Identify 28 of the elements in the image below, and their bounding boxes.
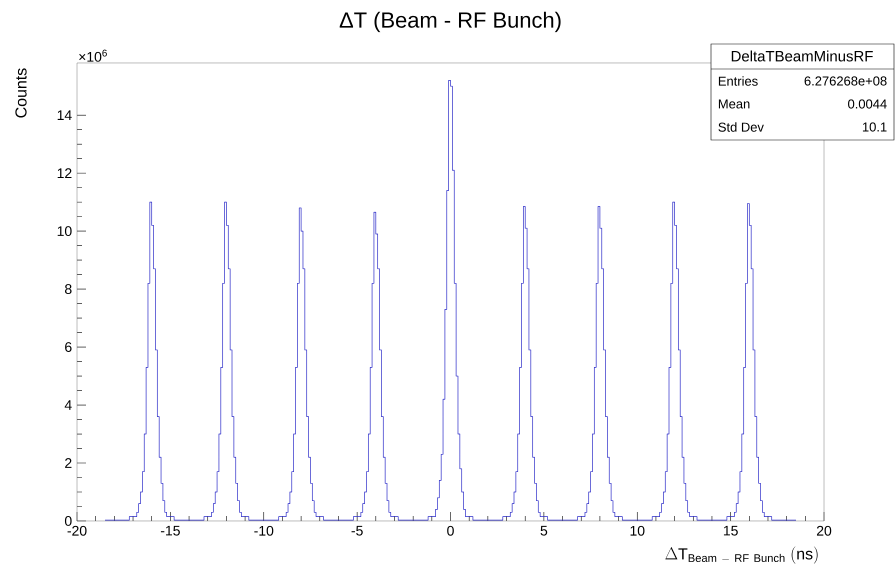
annotation: Std Dev bbox=[718, 122, 764, 132]
y-axis-title: Counts bbox=[15, 68, 27, 118]
y-tick-label: 0 bbox=[64, 516, 72, 526]
annotation: Mean bbox=[718, 99, 750, 109]
y-tick-label: 4 bbox=[64, 400, 72, 410]
x-tick-label: 0 bbox=[447, 526, 454, 536]
x-axis-title: $\Delta \mathrm{T}_{\mathrm{Beam\ -\ RF\ Bunch}}\ (\mathrm{ns})$ bbox=[665, 546, 818, 564]
x-tick-label: -20 bbox=[68, 526, 87, 536]
y-tick-label: 12 bbox=[58, 168, 72, 178]
x-tick-label: -15 bbox=[160, 526, 180, 536]
y-tick-label: 8 bbox=[65, 284, 72, 294]
x-tick-label: -10 bbox=[254, 526, 274, 536]
text: DeltaTBeamMinusRF bbox=[732, 50, 873, 62]
y-tick-label: 6 bbox=[65, 342, 72, 352]
text: 10.1 bbox=[862, 122, 887, 132]
y-tick-label: 10 bbox=[58, 226, 72, 236]
x-tick-label: 15 bbox=[724, 526, 738, 536]
x-tick-label: 5 bbox=[540, 526, 548, 536]
x-tick-label: -5 bbox=[352, 526, 363, 536]
chart-title: ΔT (Beam - RF Bunch) bbox=[340, 12, 561, 32]
y-tick-label: 14 bbox=[58, 110, 72, 120]
text: 0.0044 bbox=[848, 99, 887, 109]
x-tick-label: 10 bbox=[630, 526, 644, 536]
y-tick-label: 2 bbox=[65, 458, 72, 468]
annotation: Entries bbox=[718, 76, 758, 86]
annotation: 6.276268e+08 bbox=[804, 76, 887, 86]
x-tick-label: 20 bbox=[816, 526, 832, 536]
text: ×10$^{6}$ bbox=[79, 50, 107, 62]
